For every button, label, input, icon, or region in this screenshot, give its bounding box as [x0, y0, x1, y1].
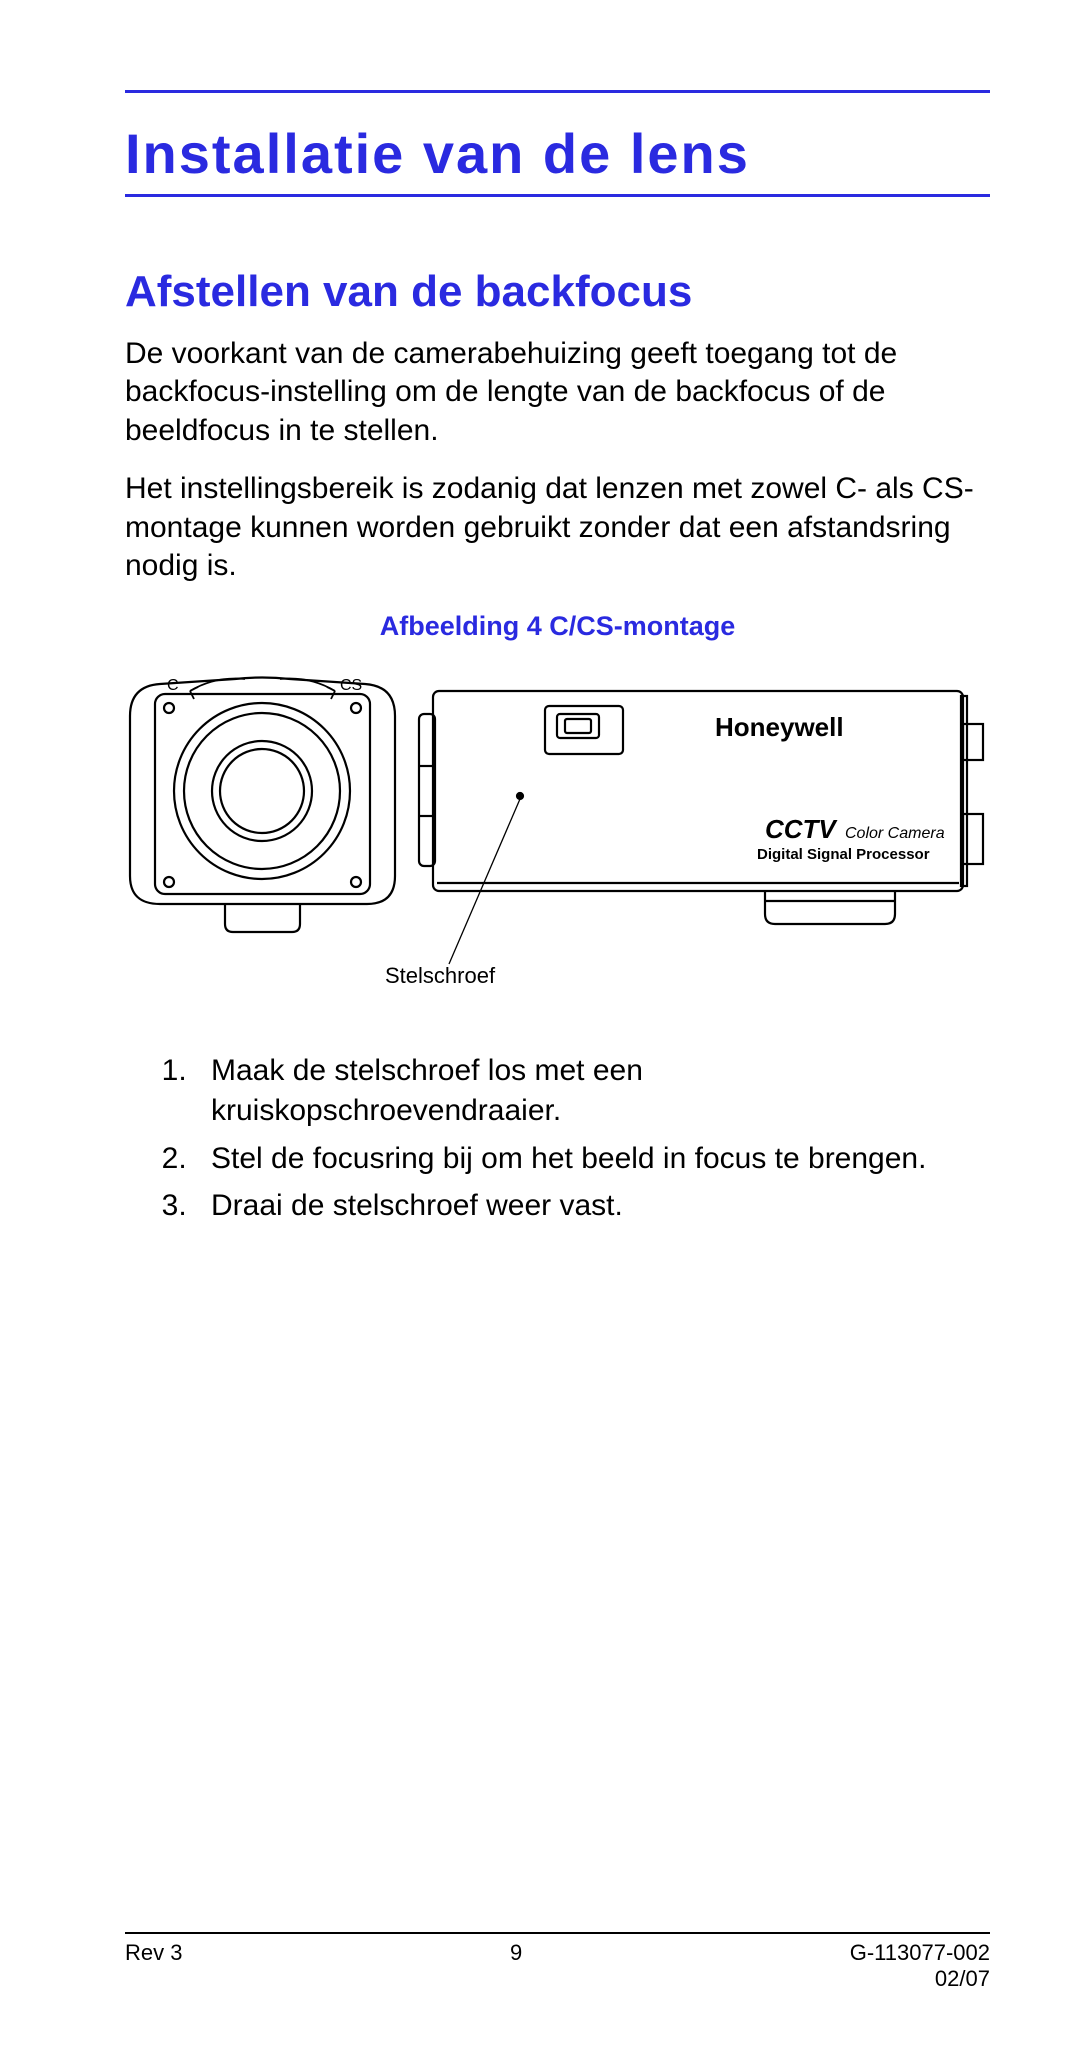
footer-rule	[125, 1932, 990, 1934]
footer-page-number: 9	[510, 1940, 522, 1992]
section-heading: Afstellen van de backfocus	[125, 267, 990, 317]
step-3: Draai de stelschroef weer vast.	[195, 1186, 990, 1226]
step-2: Stel de focusring bij om het beeld in fo…	[195, 1139, 990, 1179]
figure-callout-label: Stelschroef	[385, 963, 495, 989]
cctv-sub-text: Color Camera	[845, 825, 945, 842]
front-label-c: C	[167, 677, 179, 694]
top-rule	[125, 90, 990, 93]
footer: Rev 3 9 G-113077-002 02/07	[125, 1932, 990, 1992]
footer-rev: Rev 3	[125, 1940, 182, 1992]
steps-list: Maak de stelschroef los met een kruiskop…	[125, 1051, 990, 1225]
brand-text: Honeywell	[715, 712, 844, 742]
footer-docid: G-113077-002 02/07	[850, 1940, 990, 1992]
cctv-text: CCTV	[765, 814, 838, 844]
footer-date: 02/07	[935, 1966, 990, 1991]
dsp-text: Digital Signal Processor	[757, 846, 930, 863]
step-1: Maak de stelschroef los met een kruiskop…	[195, 1051, 990, 1130]
figure-caption: Afbeelding 4 C/CS-montage	[125, 611, 990, 642]
front-label-cs: CS	[340, 677, 362, 694]
camera-diagram-svg: C CS	[125, 656, 995, 996]
figure-area: C CS	[125, 656, 990, 996]
paragraph-1: De voorkant van de camerabehuizing geeft…	[125, 335, 990, 450]
footer-doc-number: G-113077-002	[850, 1940, 990, 1965]
page-title: Installatie van de lens	[125, 121, 990, 186]
paragraph-2: Het instellingsbereik is zodanig dat len…	[125, 470, 990, 585]
